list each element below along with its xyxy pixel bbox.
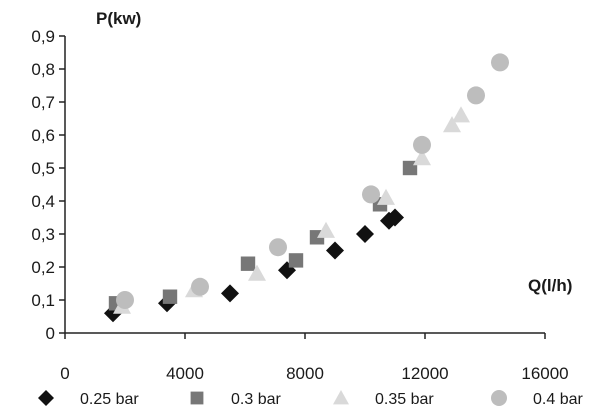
legend-item: 0.35 bar bbox=[333, 390, 434, 408]
data-point bbox=[191, 277, 209, 296]
data-point bbox=[443, 116, 461, 133]
y-tick-label: 0,7 bbox=[31, 93, 55, 112]
legend-marker bbox=[491, 390, 507, 406]
x-axis-title: Q(l/h) bbox=[528, 276, 572, 295]
legend-marker bbox=[333, 390, 349, 405]
data-point bbox=[248, 264, 266, 281]
legend-marker bbox=[38, 390, 54, 406]
y-tick-label: 0,8 bbox=[31, 60, 55, 79]
x-tick-label: 0 bbox=[60, 364, 69, 383]
series-triangle bbox=[113, 106, 470, 314]
data-point bbox=[162, 289, 178, 304]
y-tick-label: 0,9 bbox=[31, 27, 55, 46]
legend-label: 0.25 bar bbox=[80, 391, 139, 408]
y-tick-label: 0,3 bbox=[31, 225, 55, 244]
legend-label: 0.3 bar bbox=[231, 391, 281, 408]
data-point bbox=[288, 253, 304, 268]
y-tick-label: 0,2 bbox=[31, 258, 55, 277]
data-point bbox=[386, 208, 404, 227]
legend-item: 0.3 bar bbox=[190, 391, 281, 408]
data-point bbox=[452, 106, 470, 123]
data-point bbox=[240, 256, 256, 271]
data-point bbox=[467, 86, 485, 105]
legend: 0.25 bar 0.3 bar 0.35 bar 0.4 bar bbox=[38, 390, 583, 408]
y-tick-label: 0,4 bbox=[31, 192, 55, 211]
axes bbox=[64, 36, 545, 334]
data-point bbox=[326, 241, 344, 260]
data-point bbox=[362, 185, 380, 204]
y-tick-label: 0,6 bbox=[31, 126, 55, 145]
x-tick-label: 4000 bbox=[166, 364, 204, 383]
y-tick-label: 0,1 bbox=[31, 291, 55, 310]
x-tick-label: 16000 bbox=[521, 364, 568, 383]
y-tick-label: 0 bbox=[46, 324, 55, 343]
x-tick-label: 12000 bbox=[401, 364, 448, 383]
data-point bbox=[377, 188, 395, 205]
data-point bbox=[491, 53, 509, 72]
legend-label: 0.35 bar bbox=[375, 391, 434, 408]
y-axis-title: P(kw) bbox=[96, 9, 141, 28]
data-point bbox=[116, 291, 134, 309]
data-point bbox=[269, 238, 287, 257]
data-point bbox=[356, 225, 374, 243]
legend-item: 0.25 bar bbox=[38, 390, 139, 408]
x-tick-label: 8000 bbox=[286, 364, 324, 383]
data-point bbox=[317, 221, 335, 238]
y-tick-label: 0,5 bbox=[31, 159, 55, 178]
data-point bbox=[413, 149, 431, 166]
data-point bbox=[413, 135, 431, 154]
legend-label: 0.4 bar bbox=[533, 391, 583, 408]
series-circle bbox=[116, 53, 509, 309]
legend-item: 0.4 bar bbox=[491, 390, 583, 408]
x-ticks: 0 4000 8000 12000 16000 bbox=[60, 333, 569, 383]
y-ticks: 0 0,1 0,2 0,3 0,4 0,5 0,6 0,7 0,8 0,9 bbox=[31, 27, 65, 343]
data-point bbox=[221, 284, 239, 303]
legend-marker bbox=[190, 391, 204, 405]
data-markers bbox=[104, 53, 509, 323]
